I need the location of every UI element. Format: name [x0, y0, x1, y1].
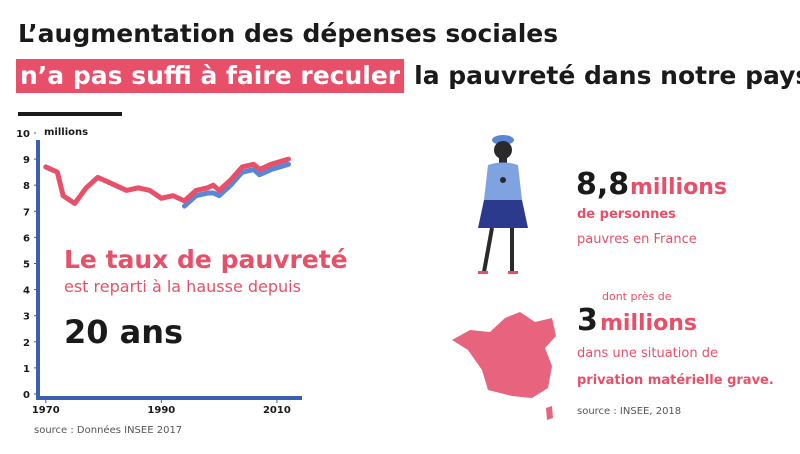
stat-text: pauvres en France	[577, 232, 697, 247]
person-illustration	[478, 135, 528, 274]
subline: est reparti à la hausse depuis	[64, 277, 301, 296]
y-tick-label: 7	[23, 207, 30, 218]
title-highlight: n’a pas suffi à faire reculer	[20, 61, 401, 90]
highlight	[16, 59, 405, 93]
x-tick-label: 1970	[32, 405, 60, 416]
stat-text: dont près de	[602, 290, 672, 303]
x-tick-label: 1990	[147, 405, 175, 416]
y-tick-label: 4	[23, 286, 30, 297]
data-line	[181, 161, 291, 209]
stat-unit: millions	[600, 311, 697, 336]
source: source : INSEE, 2018	[577, 406, 681, 417]
y-tick-label: 1	[23, 364, 30, 375]
france-map	[452, 312, 556, 420]
y-tick-label: 5	[23, 260, 30, 271]
source: source : Données INSEE 2017	[34, 424, 182, 436]
title-rest: la pauvreté dans notre pays	[414, 61, 800, 90]
rule	[18, 112, 122, 116]
stat-number: 3	[577, 303, 598, 338]
headline: Le taux de pauvreté	[64, 245, 348, 274]
y-tick-label: 2	[23, 338, 30, 349]
y-tick-label: 8	[23, 181, 30, 192]
y-tick-label: 10	[16, 129, 30, 140]
stat-text: de personnes	[577, 207, 676, 222]
stat-text: dans une situation de	[577, 346, 718, 361]
y-tick-label: 9	[23, 155, 30, 166]
stat-text: privation matérielle grave.	[577, 373, 774, 388]
big-text: 20 ans	[64, 313, 183, 351]
title-line: L’augmentation des dépenses sociales	[18, 19, 558, 48]
x-tick-label: 2010	[263, 405, 291, 416]
y-tick-label: 6	[23, 233, 30, 244]
y-axis-label: millions	[44, 127, 88, 138]
stat-number: 8,8	[576, 167, 629, 202]
y-tick-label: 3	[23, 312, 30, 323]
data-line	[43, 156, 291, 206]
stat-unit: millions	[630, 175, 727, 200]
y-tick-label: 0	[23, 390, 30, 401]
